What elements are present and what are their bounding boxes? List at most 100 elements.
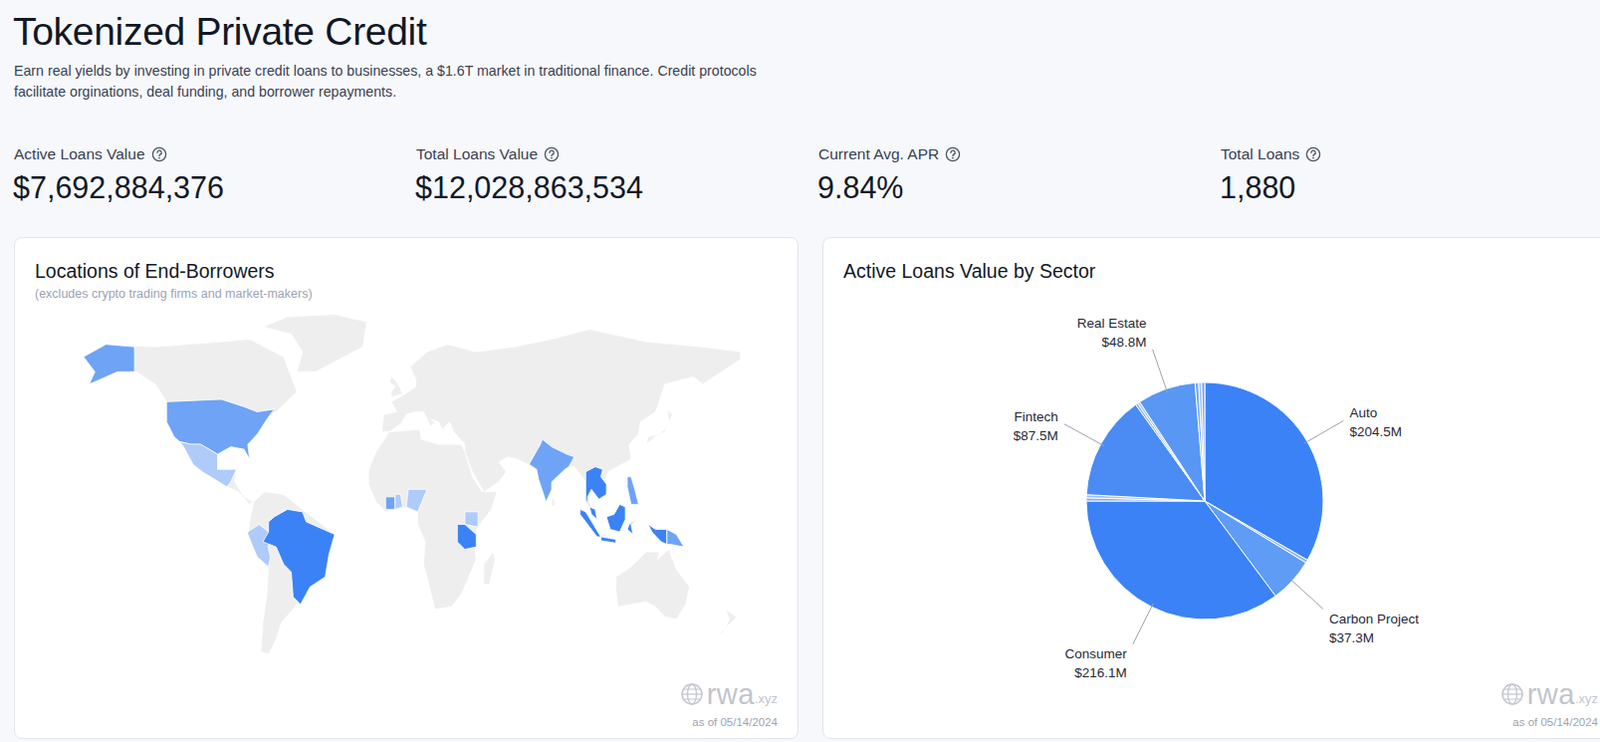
land	[646, 409, 674, 445]
slice-value-label: $37.3M	[1329, 630, 1374, 646]
slice-value-label: $87.5M	[1013, 428, 1059, 444]
stat-value: $7,692,884,376	[12, 169, 225, 206]
borrower-country	[625, 518, 637, 534]
help-icon	[1305, 146, 1322, 163]
land	[483, 551, 495, 585]
globe-outline	[682, 684, 702, 704]
help-icon-ring	[152, 147, 166, 161]
help-icon-dot	[1312, 157, 1315, 160]
help-icon-mark	[1311, 150, 1316, 156]
globe-latitude	[1504, 697, 1521, 699]
land	[247, 491, 335, 655]
borrower-country	[385, 496, 396, 510]
borrower-country	[627, 476, 639, 505]
stat-label: Total Loans	[1220, 144, 1300, 165]
watermark-brand: rwa	[706, 680, 755, 708]
page-description: Earn real yields by investing in private…	[13, 60, 759, 102]
pie-chart: Auto $204.5M Carbon Project $37.3M Consumer $…	[823, 237, 1600, 739]
globe-outline	[1502, 684, 1523, 704]
globe-equator	[682, 692, 702, 694]
slice-label: Auto	[1349, 405, 1377, 421]
as-of-date: as of 05/14/2024	[1512, 715, 1599, 728]
borrower-country	[247, 524, 271, 568]
watermark-brand: rwa	[1527, 680, 1576, 708]
globe-latitude	[684, 697, 700, 699]
help-icon-dot	[158, 157, 161, 160]
pie-slice	[1198, 382, 1205, 501]
watermark-suffix: .xyz	[1575, 690, 1599, 706]
pie-slice	[1194, 382, 1205, 501]
land	[83, 339, 297, 505]
watermark-globe	[680, 682, 704, 706]
borrower-country	[406, 488, 428, 512]
borrower-country	[262, 508, 335, 604]
land	[616, 549, 690, 620]
globe-latitude	[1504, 687, 1521, 689]
borrower-country	[528, 439, 575, 502]
leader-line	[1133, 603, 1154, 645]
stat-label: Active Loans Value	[13, 144, 146, 165]
leader-line	[1289, 578, 1324, 610]
stat-label: Current Avg. APR	[818, 144, 939, 165]
stat-label: Total Loans Value	[416, 144, 538, 165]
watermark-globe	[1500, 682, 1525, 706]
world-map	[14, 237, 799, 739]
help-icon-mark	[950, 150, 955, 156]
slice-labels: Auto $204.5M Carbon Project $37.3M Consumer $…	[1013, 315, 1420, 681]
borrower-country	[457, 524, 476, 550]
borrower-country	[585, 466, 607, 505]
help-icon-mark	[157, 150, 162, 156]
leader-line	[1304, 420, 1345, 444]
slice-value-label: $216.1M	[1074, 665, 1128, 681]
borrower-country	[395, 493, 404, 509]
land	[368, 429, 497, 610]
pie-slice	[1201, 382, 1205, 501]
stat-value: 1,880	[1219, 169, 1296, 206]
as-of-date: as of 05/14/2024	[691, 715, 778, 728]
map-subtitle: (excludes crypto trading firms and marke…	[34, 286, 313, 301]
help-icon	[944, 146, 961, 163]
map-card: Locations of End-Borrowers (excludes cryp…	[13, 236, 799, 739]
borrower-country	[606, 503, 626, 532]
chart-title: Active Loans Value by Sector	[843, 259, 1096, 283]
pie-slice	[1140, 382, 1205, 501]
globe-latitude	[684, 687, 700, 689]
leader-line	[1152, 349, 1168, 394]
borrower-country	[580, 508, 602, 537]
slice-label: Carbon Project	[1329, 611, 1419, 627]
map-title: Locations of End-Borrowers	[34, 259, 275, 283]
stat-value: 9.84%	[817, 169, 904, 206]
pie-card: Active Loans Value by Sector Auto $204.5M C…	[822, 236, 1600, 739]
slice-label: Consumer	[1065, 646, 1129, 662]
land	[262, 314, 367, 373]
leader-line	[1064, 424, 1105, 447]
borrower-country	[180, 442, 237, 487]
borrower-country	[166, 399, 274, 459]
page-title: Tokenized Private Credit	[12, 8, 428, 55]
watermark-suffix: .xyz	[754, 690, 778, 706]
pie-slice	[1086, 500, 1276, 620]
slice-value-label: $48.8M	[1102, 334, 1147, 350]
help-icon-dot	[951, 157, 954, 160]
land	[389, 376, 403, 397]
help-icon-ring	[1307, 147, 1321, 161]
watermark: rwa.xyz	[1500, 680, 1599, 708]
land	[715, 609, 737, 638]
stat-value: $12,028,863,534	[415, 169, 644, 206]
borrower-country	[589, 506, 598, 520]
land	[551, 497, 556, 507]
borrower-country	[601, 536, 617, 543]
help-icon-mark	[549, 150, 554, 156]
slices	[1086, 382, 1324, 620]
help-icon-ring	[544, 147, 558, 161]
help-icon-dot	[550, 157, 553, 160]
borrower-country	[464, 511, 478, 527]
watermark: rwa.xyz	[680, 680, 778, 708]
borrower-country	[83, 344, 135, 385]
help-icon	[151, 146, 168, 163]
slice-label: Real Estate	[1077, 315, 1147, 331]
slice-value-label: $204.5M	[1349, 424, 1402, 440]
help-icon-ring	[946, 147, 960, 161]
borrower-country	[648, 524, 668, 545]
globe-equator	[1502, 692, 1523, 694]
